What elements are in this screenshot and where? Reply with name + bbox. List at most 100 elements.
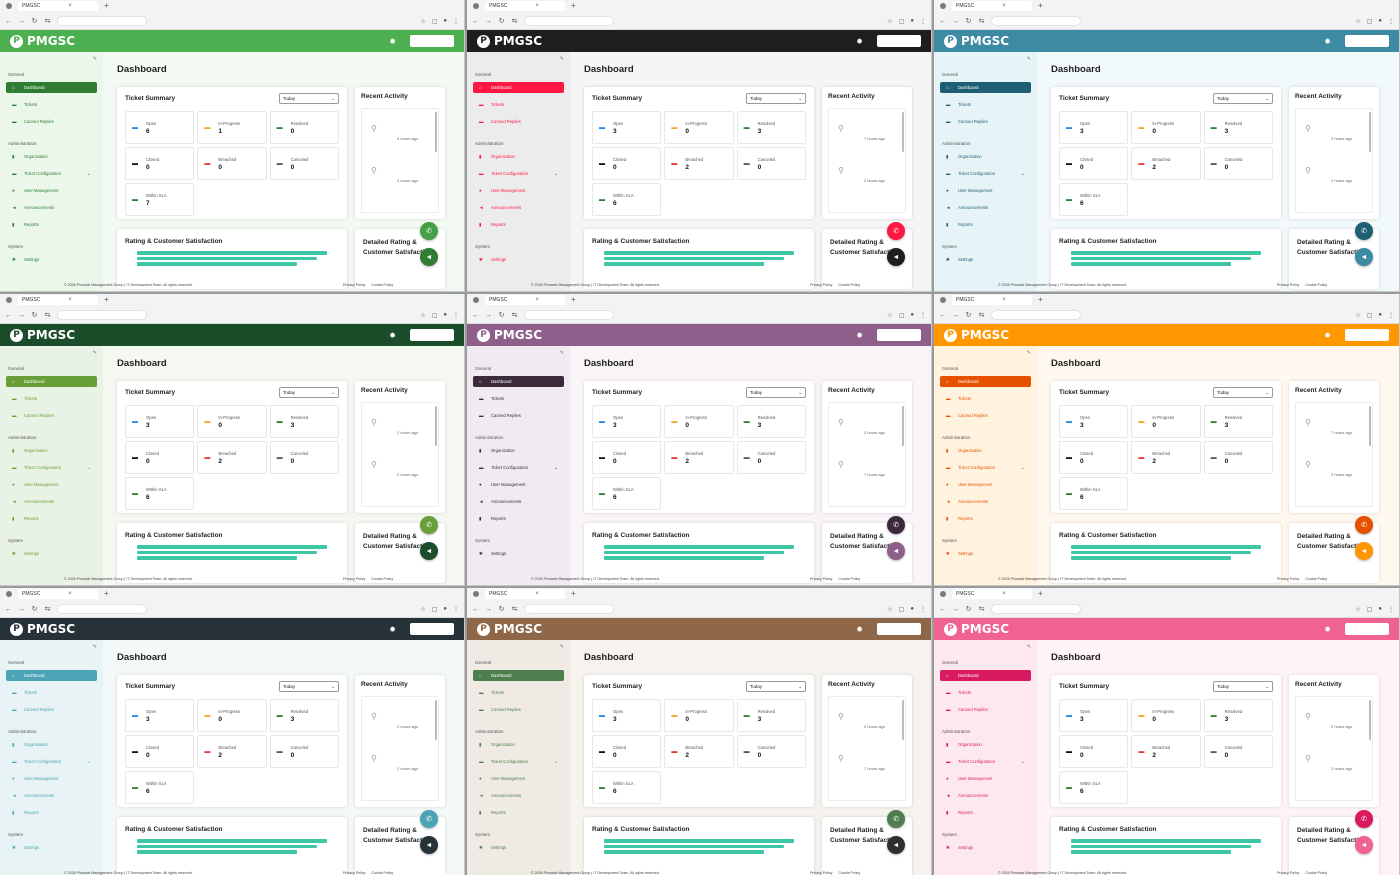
activity-scrollbar[interactable] [902,406,904,446]
menu-icon[interactable]: ⋮ [1388,312,1394,319]
pin-sidebar-icon[interactable]: ✎ [559,350,564,356]
site-info-icon[interactable]: ⇆ [511,18,518,25]
announcement-fab-button[interactable]: ◄ [887,836,905,854]
profile-icon[interactable]: ● [443,18,447,24]
browser-menu-icon[interactable] [940,3,946,9]
chat-fab-button[interactable]: ✆ [1355,222,1373,240]
sidebar-item-dashboard[interactable]: ⌂ Dashboard [473,376,564,387]
activity-item[interactable]: ⚲ 2 hours ago [367,702,433,744]
theme-toggle-icon[interactable]: ✹ [389,330,396,340]
sidebar-item-ticket-configuration[interactable]: ▬ Ticket Configuration ⌄ [940,168,1031,179]
header-user-menu[interactable] [1345,329,1389,341]
browser-tab[interactable]: PMGSC × [485,295,565,305]
sidebar-item-user-management[interactable]: ● User Management [473,479,564,490]
stat-tile-open[interactable]: ▬ Open 3 [592,111,662,144]
menu-icon[interactable]: ⋮ [920,18,926,25]
sidebar-item-announcements[interactable]: ◄ Announcements [6,496,97,507]
back-icon[interactable]: ← [472,17,479,25]
tab-close-icon[interactable]: × [535,591,539,597]
reload-icon[interactable]: ↻ [498,312,505,319]
sidebar-item-organization[interactable]: ▮ Organization [473,739,564,750]
pin-sidebar-icon[interactable]: ✎ [92,644,97,650]
address-bar[interactable] [57,604,147,614]
sidebar-item-organization[interactable]: ▮ Organization [6,151,97,162]
header-user-menu[interactable] [410,329,454,341]
site-info-icon[interactable]: ⇆ [511,312,518,319]
privacy-policy-link[interactable]: Privacy Policy [343,577,366,581]
sidebar-item-announcements[interactable]: ◄ Announcements [6,790,97,801]
address-bar[interactable] [524,310,614,320]
back-icon[interactable]: ← [5,311,12,319]
privacy-policy-link[interactable]: Privacy Policy [343,283,366,287]
pin-sidebar-icon[interactable]: ✎ [1026,644,1031,650]
sidebar-item-tickets[interactable]: ▬ Tickets [940,393,1031,404]
activity-scrollbar[interactable] [435,406,437,446]
activity-scrollbar[interactable] [1369,406,1371,446]
tab-close-icon[interactable]: × [535,297,539,303]
sidebar-item-reports[interactable]: ▮ Reports [473,513,564,524]
sidebar-item-settings[interactable]: ✱ Settings [473,842,564,853]
sidebar-item-reports[interactable]: ▮ Reports [6,219,97,230]
back-icon[interactable]: ← [939,311,946,319]
period-select[interactable]: Today ⌄ [746,681,806,692]
sidebar-item-canned-replies[interactable]: ▬ Canned Replies [940,410,1031,421]
cookie-policy-link[interactable]: Cookie Policy [838,871,861,875]
browser-tab[interactable]: PMGSC × [952,1,1032,11]
back-icon[interactable]: ← [472,605,479,613]
stat-tile-in-progress[interactable]: ▬ In-Progress 0 [1131,699,1201,732]
stat-tile-open[interactable]: ▬ Open 3 [592,405,662,438]
stat-tile-closed[interactable]: ▬ Closed 0 [1059,735,1129,768]
pin-sidebar-icon[interactable]: ✎ [559,56,564,62]
activity-scrollbar[interactable] [902,700,904,740]
stat-tile-open[interactable]: ▬ Open 3 [1059,699,1129,732]
extensions-icon[interactable]: ▢ [431,18,438,25]
header-user-menu[interactable] [1345,35,1389,47]
activity-item[interactable]: ⚲ 4 hours ago [367,156,433,198]
sidebar-item-dashboard[interactable]: ⌂ Dashboard [6,670,97,681]
stat-tile-in-progress[interactable]: ▬ In-Progress 0 [1131,111,1201,144]
forward-icon[interactable]: → [485,605,492,613]
stat-tile-canceled[interactable]: ▬ Canceled 0 [1203,441,1273,474]
stat-tile-closed[interactable]: ▬ Closed 0 [125,147,195,180]
activity-item[interactable]: ⚲ 7 hours ago [1301,408,1367,450]
stat-tile-breached[interactable]: ▬ Breached 2 [664,147,734,180]
theme-toggle-icon[interactable]: ✹ [389,624,396,634]
sidebar-item-user-management[interactable]: ● User Management [473,185,564,196]
new-tab-button[interactable]: + [571,295,576,304]
profile-icon[interactable]: ● [1378,18,1382,24]
stat-tile-resolved[interactable]: ▬ Resolved 0 [269,111,339,144]
bookmark-icon[interactable]: ☆ [420,312,426,319]
cookie-policy-link[interactable]: Cookie Policy [838,283,861,287]
stat-tile-canceled[interactable]: ▬ Canceled 0 [736,147,806,180]
sidebar-item-canned-replies[interactable]: ▬ Canned Replies [473,704,564,715]
sidebar-item-canned-replies[interactable]: ▬ Canned Replies [940,704,1031,715]
chat-fab-button[interactable]: ✆ [1355,516,1373,534]
stat-tile-canceled[interactable]: ▬ Canceled 0 [269,147,339,180]
extensions-icon[interactable]: ▢ [1366,606,1373,613]
cookie-policy-link[interactable]: Cookie Policy [371,577,394,581]
address-bar[interactable] [991,16,1081,26]
period-select[interactable]: Today ⌄ [1213,93,1273,104]
stat-tile-canceled[interactable]: ▬ Canceled 0 [269,735,339,768]
stat-tile-in-progress[interactable]: ▬ In-Progress 0 [197,699,267,732]
sidebar-item-dashboard[interactable]: ⌂ Dashboard [940,82,1031,93]
sidebar-item-dashboard[interactable]: ⌂ Dashboard [940,670,1031,681]
sidebar-item-organization[interactable]: ▮ Organization [6,739,97,750]
browser-tab[interactable]: PMGSC × [952,589,1032,599]
stat-tile-resolved[interactable]: ▬ Resolved 3 [1203,699,1273,732]
activity-item[interactable]: ⚲ 2 hours ago [367,408,433,450]
reload-icon[interactable]: ↻ [498,606,505,613]
extensions-icon[interactable]: ▢ [898,312,905,319]
chat-fab-button[interactable]: ✆ [1355,810,1373,828]
cookie-policy-link[interactable]: Cookie Policy [371,871,394,875]
reload-icon[interactable]: ↻ [31,606,38,613]
sidebar-item-announcements[interactable]: ◄ Announcements [473,790,564,801]
stat-tile-closed[interactable]: ▬ Closed 0 [1059,441,1129,474]
site-info-icon[interactable]: ⇆ [44,18,51,25]
stat-tile-canceled[interactable]: ▬ Canceled 0 [736,441,806,474]
cookie-policy-link[interactable]: Cookie Policy [1305,871,1328,875]
new-tab-button[interactable]: + [571,1,576,10]
back-icon[interactable]: ← [5,17,12,25]
stat-tile-breached[interactable]: ▬ Breached 2 [664,735,734,768]
activity-scrollbar[interactable] [902,112,904,152]
